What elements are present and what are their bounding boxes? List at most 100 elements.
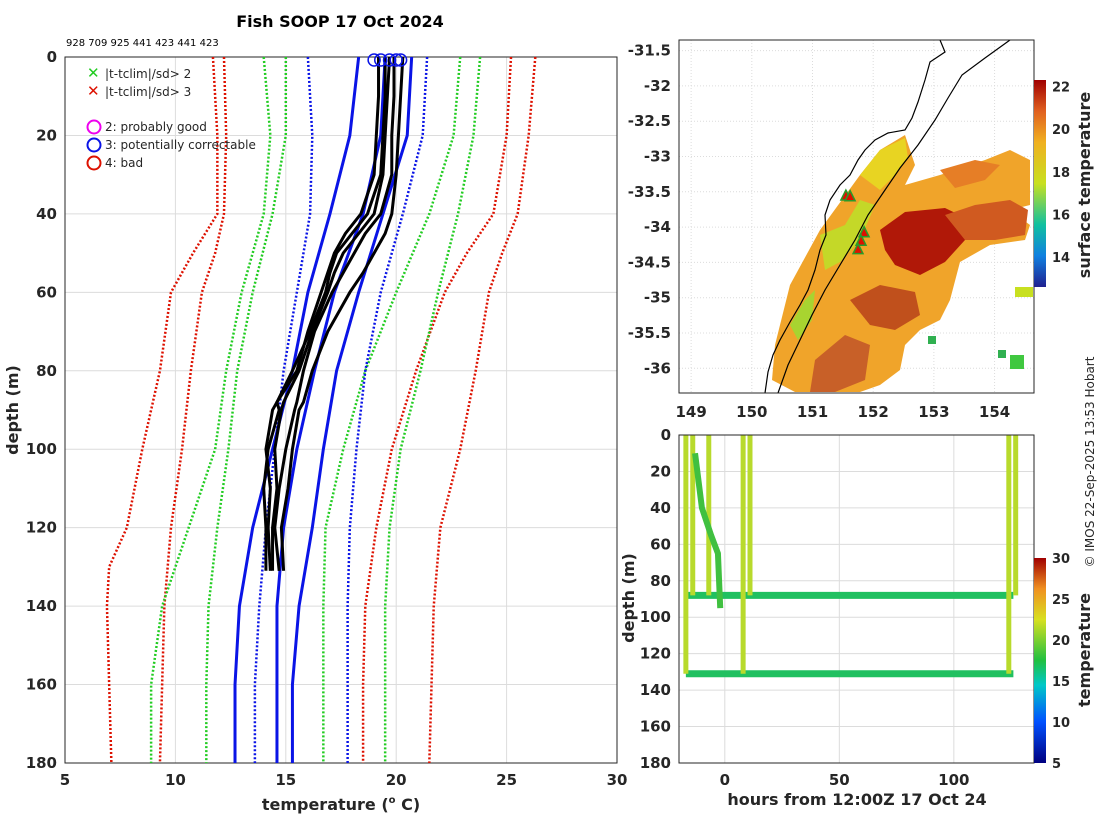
map-x-ticks: 149 150 151 152 153 154 (675, 403, 1010, 421)
profile-x-label: temperature (o C) (262, 795, 420, 814)
profile-y-ticks: 0 20 40 60 80 100 120 140 160 180 (26, 48, 57, 772)
y-tick-label: 0 (47, 48, 57, 66)
y-tick-label: -32 (644, 77, 671, 95)
series-line (262, 57, 387, 571)
series-line (149, 56, 272, 763)
x-tick-label: 149 (675, 403, 706, 421)
profile-id-line: 928 709 925 441 423 441 423 (66, 38, 219, 49)
series-line (290, 56, 414, 763)
colorbar-tick-label: 25 (1052, 593, 1070, 608)
profile-location-marker (851, 242, 865, 255)
y-tick-label: 100 (26, 440, 57, 458)
y-tick-label: 20 (36, 126, 57, 144)
cast-line (692, 452, 724, 609)
y-tick-label: 160 (26, 676, 57, 694)
legend-red-x-label: |t-tclim|/sd> 3 (105, 85, 191, 99)
x-tick-label: 154 (979, 403, 1010, 421)
colorbar-tick-label: 14 (1052, 251, 1070, 266)
flag-circle (389, 53, 403, 67)
sst-colorbar-label: surface temperature (1075, 92, 1094, 279)
time-x-label: hours from 12:00Z 17 Oct 24 (727, 790, 986, 809)
y-tick-label: -35.5 (628, 324, 671, 342)
flag-circle (373, 53, 388, 67)
y-tick-label: -33 (644, 147, 671, 165)
y-tick-label: 120 (26, 519, 57, 537)
x-tick-label: 152 (858, 403, 889, 421)
colorbar-tick-label: 15 (1052, 675, 1070, 690)
x-tick-label: 100 (938, 771, 969, 789)
profile-x-ticks: 5 10 15 20 25 30 (60, 771, 628, 789)
time-grid (679, 434, 1034, 764)
x-tick-label: 0 (720, 771, 730, 789)
time-tracks (683, 435, 1019, 678)
y-tick-label: 0 (661, 426, 671, 444)
profile-legend: ✕ |t-tclim|/sd> 2 ✕ |t-tclim|/sd> 3 2: p… (86, 64, 256, 171)
x-tick-label: 153 (918, 403, 949, 421)
x-tick-label: 50 (829, 771, 850, 789)
figure-title: Fish SOOP 17 Oct 2024 (236, 12, 444, 31)
y-tick-label: -31.5 (628, 42, 671, 60)
profile-axes-frame (64, 56, 618, 764)
temperature-colorbar (1034, 558, 1046, 763)
y-tick-label: 20 (650, 462, 671, 480)
series-line (273, 57, 396, 571)
colorbar-tick-label: 20 (1052, 123, 1070, 138)
x-tick-label: 150 (736, 403, 767, 421)
y-tick-label: -32.5 (628, 112, 671, 130)
y-tick-label: 60 (36, 283, 57, 301)
y-tick-label: 60 (650, 535, 671, 553)
colorbar-tick-label: 22 (1052, 80, 1070, 95)
series-line (322, 56, 462, 763)
series-line (233, 56, 361, 763)
series-line (361, 56, 513, 763)
sst-field (772, 135, 1033, 392)
coastline (764, 39, 946, 394)
profile-lines (105, 53, 537, 764)
profile-location-marker (843, 189, 857, 202)
shelf-contour (777, 39, 1011, 394)
y-tick-label: 140 (26, 597, 57, 615)
legend-blue-label: 3: potentially correctable (105, 138, 256, 152)
x-tick-label: 151 (797, 403, 828, 421)
y-tick-label: 40 (650, 499, 671, 517)
sst-colorbar-ticks: 14 16 18 20 22 (1052, 80, 1070, 266)
copyright-text: © IMOS 22-Sep-2025 13:53 Hobart (1083, 356, 1097, 567)
series-line (158, 56, 228, 764)
y-tick-label: 100 (640, 608, 671, 626)
colorbar-tick-label: 5 (1052, 757, 1061, 772)
x-tick-label: 30 (607, 771, 628, 789)
y-tick-label: 40 (36, 205, 57, 223)
legend-green-x-label: |t-tclim|/sd> 2 (105, 67, 191, 81)
y-tick-label: 180 (640, 754, 671, 772)
time-axes-frame (678, 434, 1035, 764)
temperature-colorbar-ticks: 5 10 15 20 25 30 (1052, 552, 1070, 772)
y-tick-label: 80 (36, 362, 57, 380)
x-tick-label: 10 (165, 771, 186, 789)
temperature-colorbar-label: temperature (1075, 593, 1094, 707)
profile-location-marker (854, 233, 868, 246)
legend-red-label: 4: bad (105, 156, 143, 170)
legend-green-x-icon: ✕ (87, 64, 100, 82)
time-y-ticks: 0 20 40 60 80 100 120 140 160 180 (640, 426, 671, 772)
flag-circle (393, 53, 408, 67)
series-line (428, 56, 537, 764)
y-tick-label: 80 (650, 572, 671, 590)
colorbar-tick-label: 16 (1052, 208, 1070, 223)
x-tick-label: 25 (496, 771, 517, 789)
y-tick-label: 180 (26, 754, 57, 772)
series-line (383, 56, 482, 763)
y-tick-label: 140 (640, 681, 671, 699)
series-line (275, 56, 387, 763)
profile-grid (64, 56, 618, 764)
map-panel: 149 150 151 152 153 154 -31.5 -32 -32.5 -33 -33.5… (628, 39, 1094, 421)
flag-circle (382, 53, 397, 67)
sst-colorbar (1034, 80, 1046, 287)
flag-circle (367, 53, 381, 67)
legend-magenta-circle-icon (86, 119, 102, 135)
profile-y-label: depth (m) (3, 365, 22, 455)
colorbar-tick-label: 20 (1052, 634, 1070, 649)
time-y-label: depth (m) (619, 553, 638, 643)
series-line (253, 56, 314, 763)
x-tick-label: 5 (60, 771, 70, 789)
